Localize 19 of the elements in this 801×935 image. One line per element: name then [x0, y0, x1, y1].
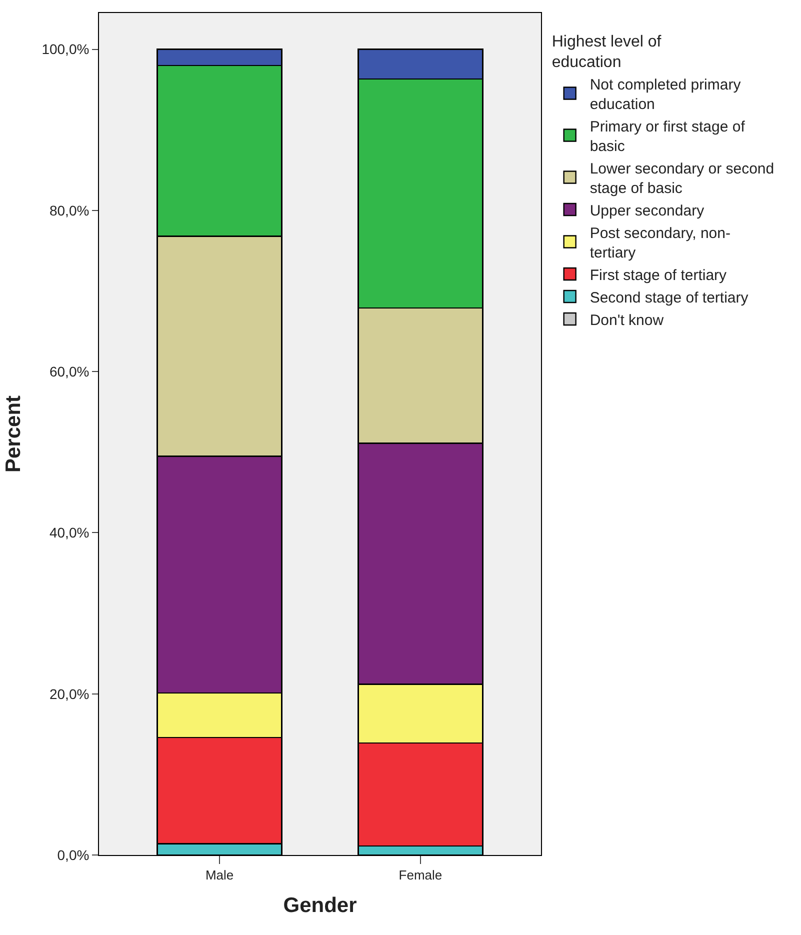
- y-tick-label: 20,0%: [49, 686, 90, 702]
- x-tick-label: Male: [205, 868, 234, 883]
- y-axis-title: Percent: [2, 395, 25, 473]
- legend-label: First stage of tertiary: [590, 266, 728, 284]
- y-tick-label: 60,0%: [49, 363, 90, 380]
- legend-label: Don't know: [590, 312, 664, 329]
- legend-label: Upper secondary: [590, 202, 705, 220]
- x-tick-label: Female: [398, 868, 442, 883]
- legend-label: Lower secondary or second stage of basic: [590, 160, 774, 197]
- legend-label: Second stage of tertiary: [590, 289, 749, 306]
- y-tick-label: 80,0%: [49, 202, 90, 218]
- legend-label: Post secondary, non-tertiary: [590, 224, 730, 262]
- y-tick-label: 0,0%: [57, 846, 90, 863]
- x-axis-title: Gender: [283, 894, 357, 917]
- legend-label: Not completed primary education: [590, 76, 742, 113]
- y-tick-label: 40,0%: [49, 524, 90, 541]
- legend-title: Highest level of education: [552, 33, 662, 72]
- legend-label: Primary or first stage of basic: [590, 118, 746, 155]
- y-tick-label: 100,0%: [42, 41, 90, 58]
